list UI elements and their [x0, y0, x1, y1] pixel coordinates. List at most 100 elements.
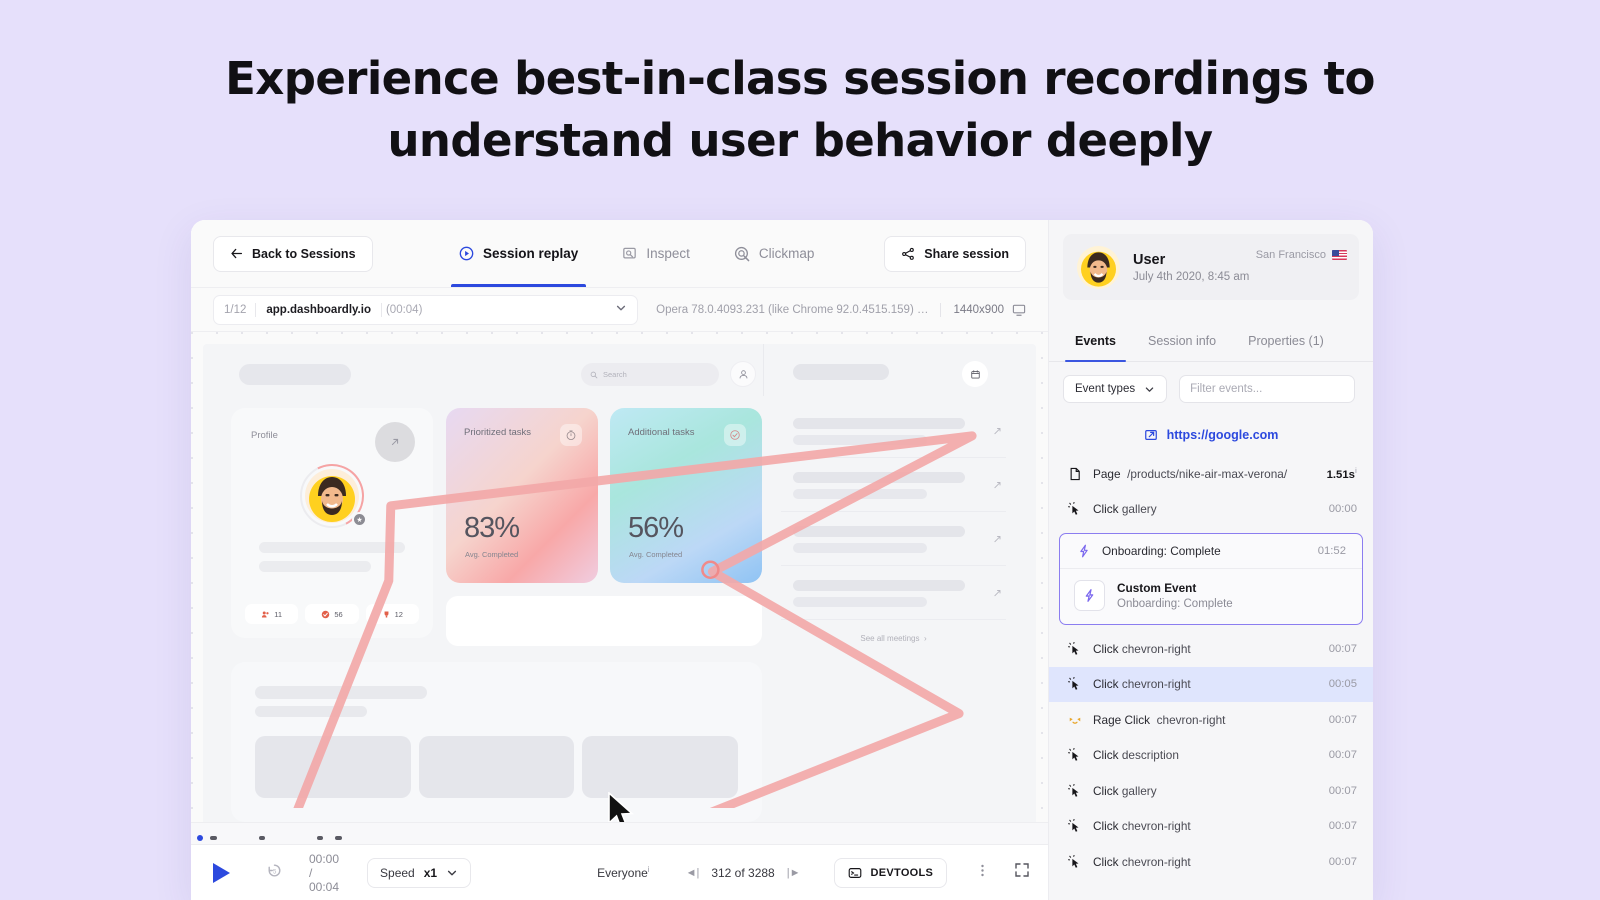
play-button[interactable] [213, 860, 230, 886]
tab-events[interactable]: Events [1059, 334, 1132, 362]
timeline-event-marker[interactable] [335, 836, 342, 840]
play-circle-icon [459, 246, 474, 261]
user-agent-text: Opera 78.0.4093.231 (like Chrome 92.0.45… [656, 303, 929, 316]
list-item[interactable]: Click chevron-right 00:07 [1049, 809, 1373, 845]
divider [763, 344, 764, 396]
mock-stat-completed: 56 [305, 604, 359, 624]
skip-prev-icon[interactable]: ◄| [685, 866, 700, 879]
event-types-dropdown[interactable]: Event types [1063, 375, 1168, 403]
list-item[interactable]: Click gallery 00:00 [1049, 492, 1373, 528]
mock-skeleton-line [793, 597, 927, 607]
info-superscript: i [647, 865, 650, 874]
list-item[interactable]: Onboarding: Complete 01:52 [1060, 534, 1362, 568]
devtools-button[interactable]: DEVTOOLS [834, 857, 948, 888]
rewind-5-icon[interactable]: 5 [266, 862, 283, 883]
share-session-button[interactable]: Share session [884, 235, 1026, 272]
kebab-menu-icon[interactable] [1367, 380, 1373, 399]
recorded-page-mock: Search [203, 344, 1036, 822]
event-type: Click [1093, 677, 1119, 692]
event-time: 00:07 [1328, 855, 1357, 868]
tab-properties[interactable]: Properties (1) [1248, 334, 1324, 348]
tab-clickmap[interactable]: Clickmap [712, 220, 837, 287]
list-item[interactable]: Click chevron-right 00:07 [1049, 631, 1373, 667]
list-item-label: Onboarding: Complete [1102, 544, 1221, 558]
mock-list-item[interactable]: ↗ [781, 458, 1006, 512]
viewport-resolution: 1440x900 [953, 303, 1026, 317]
session-meta-bar: 1/12 app.dashboardly.io (00:04) Opera 78… [191, 288, 1048, 332]
search-input[interactable] [1179, 375, 1356, 403]
timer-icon [560, 424, 582, 446]
kebab-menu-icon[interactable] [975, 863, 990, 883]
mock-list-item[interactable]: ↗ [781, 404, 1006, 458]
event-time: 00:07 [1328, 749, 1357, 762]
divider [1060, 568, 1362, 569]
trophy-icon [384, 611, 389, 617]
list-item[interactable]: Click description 00:07 [1049, 738, 1373, 774]
mock-skeleton-line [255, 706, 367, 717]
user-name: User [1133, 251, 1166, 268]
divider [940, 302, 942, 317]
mock-user-avatar-button[interactable] [730, 361, 756, 387]
highlighted-event-card[interactable]: Onboarding: Complete 01:52 Custom Event … [1059, 533, 1363, 625]
page-url-selector[interactable]: 1/12 app.dashboardly.io (00:04) [213, 294, 639, 325]
list-item[interactable]: Click gallery 00:07 [1049, 773, 1373, 809]
event-target: chevron-right [1121, 677, 1191, 692]
playback-controls: 5 00:00 / 00:04 Speed x1 Everyonei ◄| 31… [191, 844, 1048, 900]
mock-skeleton-line [793, 543, 927, 553]
timeline-event-marker[interactable] [317, 836, 323, 840]
audience-label: Everyone [597, 866, 648, 880]
back-to-sessions-button[interactable]: Back to Sessions [213, 235, 373, 272]
skip-next-icon[interactable]: |► [786, 866, 801, 879]
clickmap-icon [734, 246, 750, 261]
timeline-event-marker[interactable] [210, 836, 217, 840]
mock-white-card [446, 596, 762, 646]
event-target: description [1121, 748, 1179, 763]
fullscreen-icon[interactable] [1014, 862, 1030, 883]
timeline-track[interactable] [191, 834, 1048, 842]
mock-calendar-button[interactable] [962, 361, 988, 387]
list-item[interactable]: Page /products/nike-air-max-verona/ 1.51… [1049, 456, 1373, 492]
list-item[interactable]: Click chevron-right 00:05 [1049, 666, 1373, 702]
mock-metric-sub: Avg. Completed [465, 550, 519, 559]
list-item[interactable]: Rage Click chevron-right 00:07 [1049, 702, 1373, 738]
mock-skeleton-line [793, 580, 965, 591]
event-type: Page [1093, 466, 1121, 481]
arrow-up-right-icon: ↗ [992, 425, 1002, 437]
mock-app-header: Search [203, 344, 1036, 396]
list-item-label: Click chevron-right [1093, 642, 1318, 656]
page-index: 1/12 [224, 303, 247, 316]
mock-see-all-link[interactable]: See all meetings › [860, 634, 927, 643]
divider [255, 302, 257, 317]
speed-selector[interactable]: Speed x1 [367, 857, 472, 888]
events-list[interactable]: https://google.com Page /products/nike-a… [1049, 416, 1373, 900]
session-timestamp: July 4th 2020, 8:45 am [1133, 270, 1250, 283]
event-time: 00:07 [1328, 820, 1357, 833]
replay-stage[interactable]: Search [191, 332, 1048, 822]
mock-list-item[interactable]: ↗ [781, 566, 1006, 620]
tab-session-info[interactable]: Session info [1148, 334, 1217, 348]
mock-search-input[interactable]: Search [581, 363, 719, 386]
event-target: gallery [1121, 783, 1157, 798]
mock-list-item[interactable]: ↗ [781, 512, 1006, 566]
event-type: Click [1093, 502, 1119, 517]
resolution-label: 1440x900 [953, 303, 1004, 316]
timeline-scrubber[interactable] [191, 822, 1048, 844]
tab-session-replay[interactable]: Session replay [437, 220, 600, 287]
timeline-playhead[interactable] [197, 835, 203, 841]
audience-selector[interactable]: Everyonei [597, 865, 649, 880]
list-item-label: Click chevron-right [1093, 855, 1318, 869]
event-time: 00:05 [1328, 678, 1357, 691]
list-item[interactable]: Click chevron-right 00:07 [1049, 844, 1373, 880]
sidebar-tabs: Events Session info Properties (1) [1049, 314, 1373, 362]
event-navigator: ◄| 312 of 3288 |► [686, 866, 801, 880]
user-card[interactable]: User July 4th 2020, 8:45 am San Francisc… [1063, 234, 1359, 300]
tab-inspect[interactable]: Inspect [600, 220, 712, 287]
mock-profile-action-button[interactable] [375, 422, 415, 462]
mock-metric-value: 56% [628, 512, 684, 544]
timeline-event-marker[interactable] [259, 836, 265, 840]
event-target: chevron-right [1121, 854, 1191, 869]
top-toolbar: Back to Sessions Session replay [191, 220, 1048, 288]
mock-stat-trophy: 12 [365, 604, 419, 624]
event-url-link[interactable]: https://google.com [1049, 416, 1373, 456]
share-session-label: Share session [924, 246, 1009, 261]
